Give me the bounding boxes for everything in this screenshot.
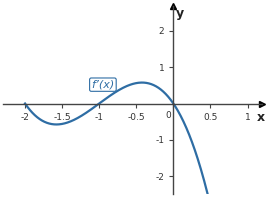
Text: 0: 0 (165, 112, 171, 121)
Text: x: x (257, 112, 265, 125)
Text: f’(x): f’(x) (91, 80, 114, 90)
Text: y: y (176, 7, 184, 20)
